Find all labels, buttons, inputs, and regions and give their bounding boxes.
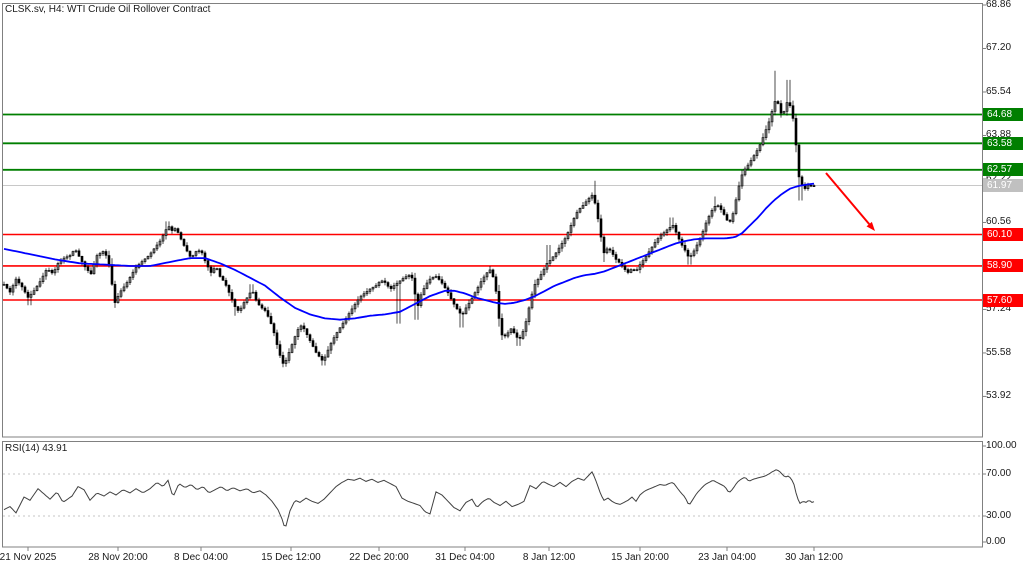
rsi-tick-label: 0.00 bbox=[986, 536, 1006, 547]
time-axis-label: 30 Jan 12:00 bbox=[785, 552, 843, 563]
price-level-badge: 62.57 bbox=[983, 163, 1023, 177]
price-level-badge: 60.10 bbox=[983, 228, 1023, 241]
time-axis-label: 15 Dec 12:00 bbox=[261, 552, 321, 563]
price-tick-label: 68.86 bbox=[986, 0, 1012, 10]
price-tick-label: 65.54 bbox=[986, 85, 1012, 97]
time-axis-label: 23 Jan 04:00 bbox=[698, 552, 756, 563]
rsi-panel-frame bbox=[2, 441, 983, 548]
time-axis-label: 8 Jan 12:00 bbox=[522, 552, 576, 563]
price-panel-frame bbox=[2, 3, 983, 438]
price-tick-label: 67.20 bbox=[986, 42, 1012, 54]
price-level-badge: 64.68 bbox=[983, 108, 1023, 122]
price-tick-label: 63.88 bbox=[986, 129, 1012, 141]
time-axis-label: 15 Jan 20:00 bbox=[611, 552, 669, 563]
moving-average-line[interactable] bbox=[3, 182, 815, 321]
rsi-tick-label: 30.00 bbox=[986, 510, 1012, 521]
trend-arrow-head bbox=[866, 221, 875, 231]
time-axis-label: 28 Nov 20:00 bbox=[88, 552, 148, 563]
price-tick-label: 55.58 bbox=[986, 346, 1012, 358]
price-level-badge: 63.58 bbox=[983, 136, 1023, 150]
rsi-tick-label: 100.00 bbox=[986, 440, 1017, 451]
time-axis-label: 22 Dec 20:00 bbox=[349, 552, 409, 563]
rsi-tick-label: 70.00 bbox=[986, 468, 1012, 479]
chart-title: CLSK.sv, H4: WTI Crude Oil Rollover Cont… bbox=[5, 4, 211, 15]
time-axis-label: 8 Dec 04:00 bbox=[174, 552, 228, 563]
time-axis-label: 31 Dec 04:00 bbox=[435, 552, 495, 563]
rsi-indicator-label: RSI(14) 43.91 bbox=[5, 443, 68, 454]
price-tick-label: 57.24 bbox=[986, 303, 1012, 315]
time-axis-label: 21 Nov 2025 bbox=[0, 552, 57, 563]
price-tick-label: 53.92 bbox=[986, 390, 1012, 402]
current-price-badge: 61.97 bbox=[983, 179, 1023, 193]
rsi-line[interactable] bbox=[3, 469, 815, 527]
price-tick-label: 62.22 bbox=[986, 173, 1011, 185]
price-level-badge: 58.90 bbox=[983, 259, 1023, 273]
price-level-badge: 57.60 bbox=[983, 293, 1023, 307]
trend-arrow-shaft[interactable] bbox=[825, 172, 872, 228]
candle-wicks bbox=[3, 70, 815, 368]
price-tick-label: 60.56 bbox=[986, 216, 1012, 228]
